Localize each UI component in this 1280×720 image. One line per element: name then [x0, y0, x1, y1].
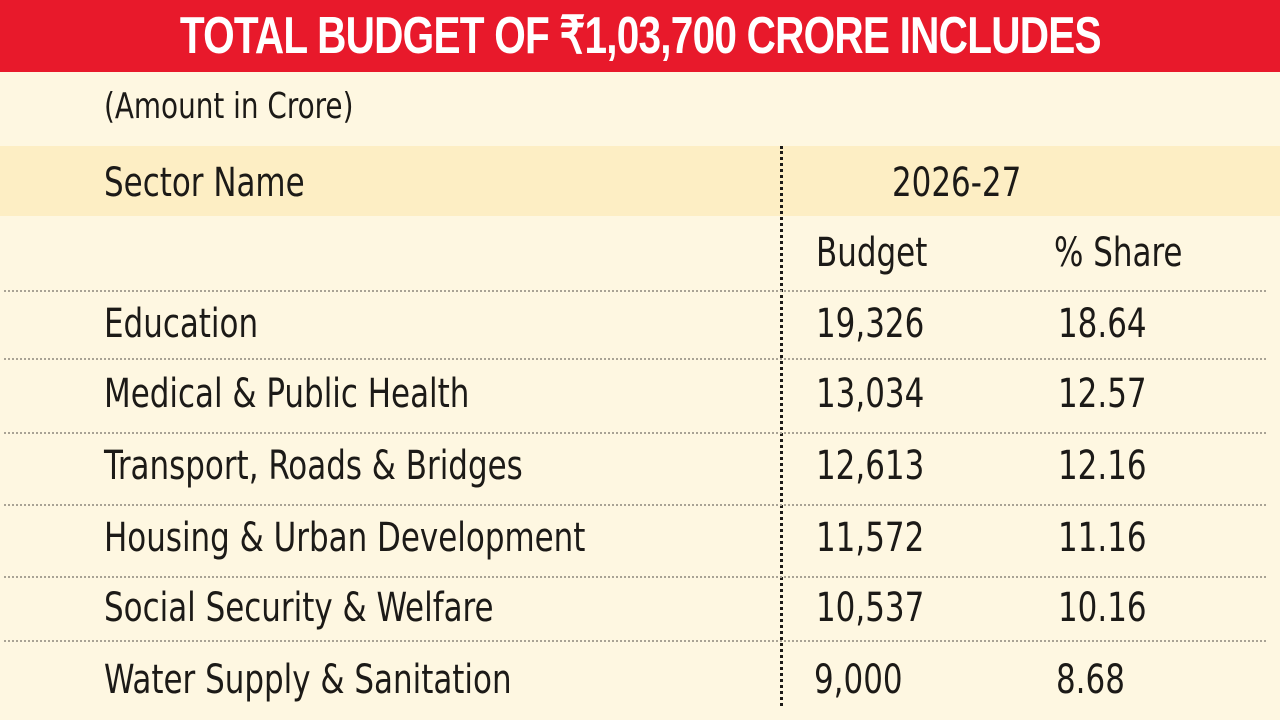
cell-budget: 13,034: [816, 371, 925, 417]
cell-share: 11.16: [1058, 515, 1147, 561]
cell-sector: Social Security & Welfare: [104, 585, 494, 631]
chart-title: TOTAL BUDGET OF ₹1,03,700 CRORE INCLUDES: [179, 7, 1102, 65]
cell-budget: 9,000: [814, 657, 903, 703]
cell-share: 18.64: [1058, 301, 1147, 347]
cell-sector: Education: [104, 301, 259, 347]
cell-sector: Medical & Public Health: [104, 371, 470, 417]
header-band: [0, 146, 1280, 216]
row-divider: [4, 576, 1266, 578]
column-header-budget: Budget: [816, 230, 928, 276]
column-header-share: % Share: [1054, 230, 1183, 276]
unit-note: (Amount in Crore): [104, 86, 354, 127]
row-divider: [4, 504, 1266, 506]
cell-budget: 12,613: [816, 443, 925, 489]
row-divider: [4, 432, 1266, 434]
row-divider: [4, 640, 1266, 642]
cell-share: 8.68: [1056, 657, 1125, 703]
cell-share: 10.16: [1058, 585, 1147, 631]
cell-sector: Housing & Urban Development: [104, 515, 586, 561]
row-divider: [4, 358, 1266, 360]
cell-sector: Transport, Roads & Bridges: [104, 443, 523, 489]
column-divider: [780, 146, 783, 706]
row-divider: [4, 290, 1266, 292]
column-header-year: 2026-27: [892, 160, 1022, 206]
cell-budget: 11,572: [816, 515, 925, 561]
cell-budget: 19,326: [816, 301, 925, 347]
title-banner: TOTAL BUDGET OF ₹1,03,700 CRORE INCLUDES: [0, 0, 1280, 72]
cell-sector: Water Supply & Sanitation: [104, 657, 512, 703]
column-header-sector: Sector Name: [104, 160, 305, 206]
cell-share: 12.16: [1058, 443, 1147, 489]
cell-budget: 10,537: [816, 585, 925, 631]
cell-share: 12.57: [1058, 371, 1147, 417]
